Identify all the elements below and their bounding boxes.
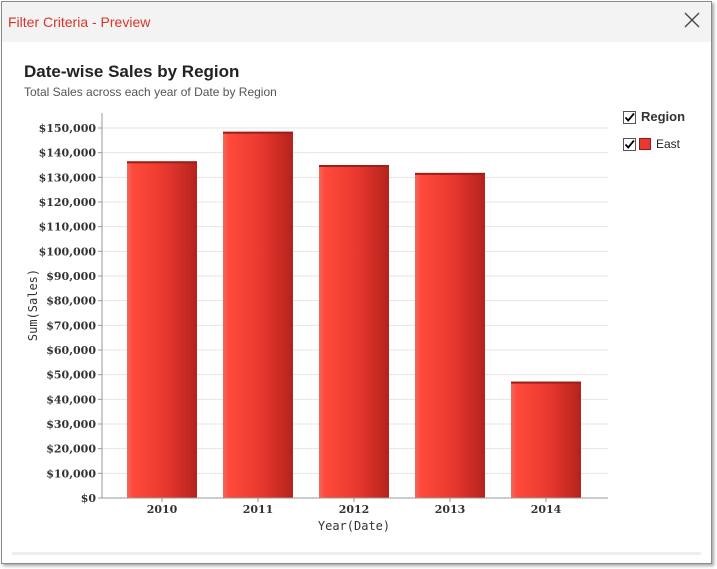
x-tick-label: 2013 <box>435 503 466 516</box>
y-tick-label: $110,000 <box>39 221 97 234</box>
dialog-footer-divider <box>12 552 701 555</box>
chart-subtitle: Total Sales across each year of Date by … <box>24 85 277 99</box>
y-tick-label: $130,000 <box>39 171 97 184</box>
y-tick-label: $140,000 <box>39 147 97 160</box>
y-tick-label: $10,000 <box>46 467 96 480</box>
y-axis-label: Sum(Sales) <box>26 269 40 341</box>
bar-top-edge <box>223 131 293 134</box>
y-tick-label: $50,000 <box>46 369 96 382</box>
checkbox-checked-icon[interactable] <box>623 138 636 151</box>
bar-top-edge <box>319 165 389 167</box>
bar-2013[interactable] <box>415 172 485 499</box>
x-tick-label: 2011 <box>243 503 274 516</box>
bar-2012[interactable] <box>319 165 389 498</box>
y-tick-label: $120,000 <box>39 196 97 209</box>
checkbox-checked-icon[interactable] <box>623 110 636 124</box>
x-tick-label: 2010 <box>147 503 178 516</box>
dialog-titlebar: Filter Criteria - Preview <box>2 2 711 42</box>
y-tick-label: $20,000 <box>46 443 96 456</box>
y-tick-label: $60,000 <box>46 344 96 357</box>
dialog-title: Filter Criteria - Preview <box>8 14 151 30</box>
legend-item-east[interactable]: East <box>623 137 680 151</box>
bar-2014[interactable] <box>511 381 581 498</box>
y-tick-label: $150,000 <box>39 122 97 135</box>
legend-label: East <box>656 137 681 151</box>
x-tick-label: 2012 <box>339 503 370 516</box>
legend-title: Region <box>641 109 686 124</box>
chart-title: Date-wise Sales by Region <box>24 62 240 81</box>
bar-top-edge <box>511 381 581 384</box>
y-tick-label: $100,000 <box>39 245 97 258</box>
bar-2010[interactable] <box>127 161 197 499</box>
y-tick-label: $80,000 <box>46 295 96 308</box>
y-tick-label: $40,000 <box>46 393 96 406</box>
bar-top-edge <box>415 172 485 175</box>
legend-swatch <box>639 138 651 150</box>
y-tick-label: $70,000 <box>46 319 96 332</box>
bar-top-edge <box>127 161 197 164</box>
x-axis-label: Year(Date) <box>318 519 390 533</box>
y-tick-label: $0 <box>81 492 97 505</box>
x-tick-label: 2014 <box>531 503 562 516</box>
y-tick-label: $30,000 <box>46 418 96 431</box>
close-icon[interactable] <box>683 11 701 29</box>
legend-title-row[interactable]: Region <box>623 109 685 124</box>
bar-2011[interactable] <box>223 131 293 498</box>
y-tick-label: $90,000 <box>46 270 96 283</box>
